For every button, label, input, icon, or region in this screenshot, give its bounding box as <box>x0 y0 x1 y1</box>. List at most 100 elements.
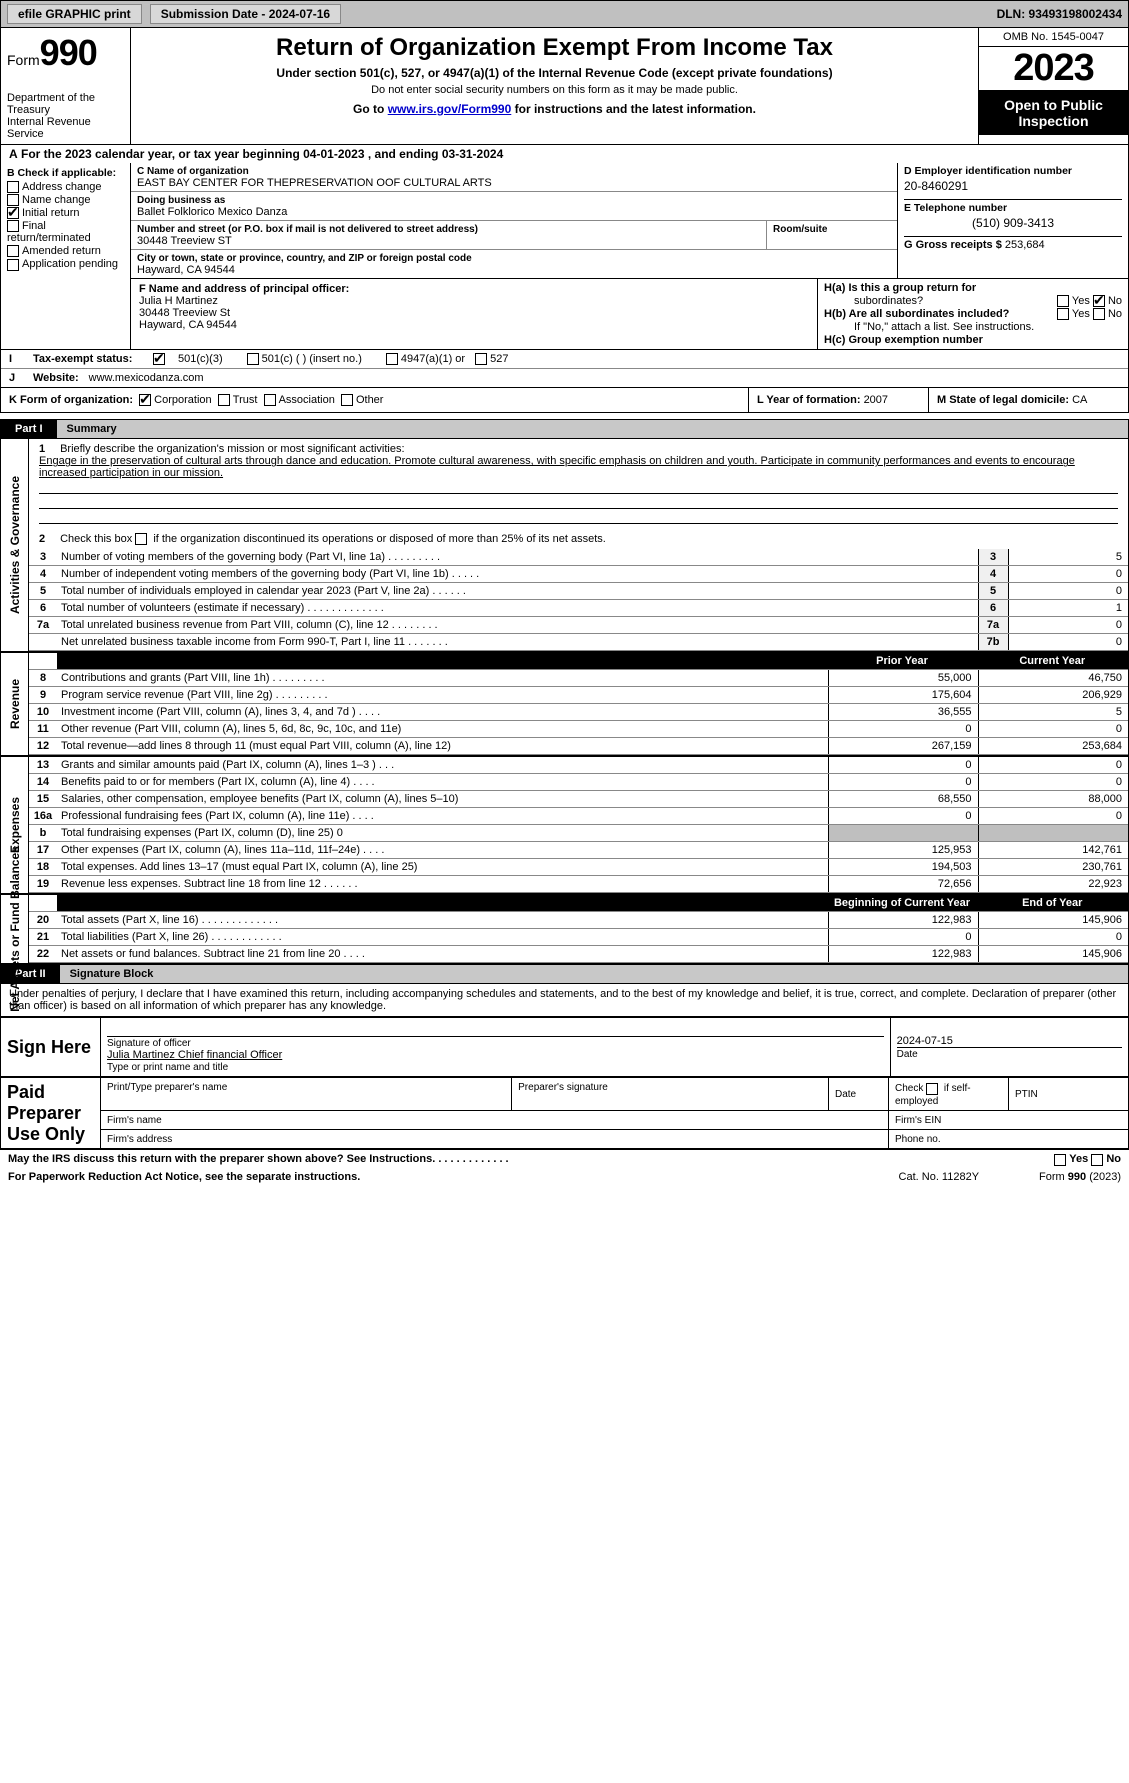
current-year-val: 0 <box>978 808 1128 825</box>
street-address: 30448 Treeview ST <box>137 235 232 247</box>
prior-year-val: 0 <box>828 757 978 774</box>
efile-print-button[interactable]: efile GRAPHIC print <box>7 4 142 24</box>
colb-checkbox[interactable] <box>7 181 19 193</box>
row-num: 14 <box>29 774 57 791</box>
part1-expenses: Expenses 13 Grants and similar amounts p… <box>0 756 1129 894</box>
prior-year-val: 72,656 <box>828 876 978 893</box>
row-val: 0 <box>1008 583 1128 600</box>
preparer-name-field[interactable] <box>107 1093 505 1107</box>
colb-checkbox[interactable] <box>7 207 19 219</box>
officer-signature-line[interactable] <box>107 1021 884 1037</box>
assoc-checkbox[interactable] <box>264 394 276 406</box>
row-num: 9 <box>29 687 57 704</box>
row-text: Investment income (Part VIII, column (A)… <box>57 704 828 721</box>
self-employed-checkbox[interactable] <box>926 1083 938 1095</box>
trust-checkbox[interactable] <box>218 394 230 406</box>
ha-yes-checkbox[interactable] <box>1057 295 1069 307</box>
ha-no-checkbox[interactable] <box>1093 295 1105 307</box>
row-text: Total fundraising expenses (Part IX, col… <box>57 825 828 842</box>
col-k: K Form of organization: Corporation Trus… <box>1 388 748 412</box>
signature-declaration: Under penalties of perjury, I declare th… <box>0 984 1129 1017</box>
colb-item[interactable]: Name change <box>7 194 124 206</box>
row-num: 21 <box>29 929 57 946</box>
q1-block: 1 Briefly describe the organization's mi… <box>29 439 1128 529</box>
hb-yes-checkbox[interactable] <box>1057 308 1069 320</box>
current-year-val: 253,684 <box>978 738 1128 755</box>
row-text: Number of voting members of the governin… <box>57 549 978 566</box>
officer-sig-name: Julia Martinez Chief financial Officer <box>107 1049 282 1061</box>
form-header: Form990 Department of the Treasury Inter… <box>0 28 1129 145</box>
row-num: 18 <box>29 859 57 876</box>
row-text: Revenue less expenses. Subtract line 18 … <box>57 876 828 893</box>
officer-name: Julia H Martinez <box>139 295 218 307</box>
phone-block: E Telephone number (510) 909-3413 <box>904 199 1122 232</box>
preparer-sig-field[interactable] <box>518 1093 822 1107</box>
part1-tab: Part I <box>1 420 57 438</box>
part1-bar: Part I Summary <box>0 419 1129 439</box>
section-bcd: B Check if applicable: Address changeNam… <box>0 163 1129 350</box>
colb-checkbox[interactable] <box>7 220 19 232</box>
sig-date: 2024-07-15 <box>897 1035 1122 1048</box>
current-year-val: 142,761 <box>978 842 1128 859</box>
form-note: Do not enter social security numbers on … <box>139 84 970 96</box>
dba-row: Doing business as Ballet Folklorico Mexi… <box>131 192 897 221</box>
row-num: 5 <box>29 583 57 600</box>
colb-item[interactable]: Final return/terminated <box>7 220 124 244</box>
prior-year-val: 55,000 <box>828 670 978 687</box>
telephone: (510) 909-3413 <box>904 214 1122 232</box>
hb-no-checkbox[interactable] <box>1093 308 1105 320</box>
row-text: Program service revenue (Part VIII, line… <box>57 687 828 704</box>
row-val: 0 <box>1008 566 1128 583</box>
q2-checkbox[interactable] <box>135 533 147 545</box>
row-text: Net assets or fund balances. Subtract li… <box>57 946 828 963</box>
col-cd-wrap: C Name of organization EAST BAY CENTER F… <box>131 163 1128 349</box>
colb-item[interactable]: Address change <box>7 181 124 193</box>
submission-date: Submission Date - 2024-07-16 <box>150 4 341 24</box>
paid-preparer-label: Paid Preparer Use Only <box>1 1078 101 1149</box>
row-num: 22 <box>29 946 57 963</box>
discuss-no-checkbox[interactable] <box>1091 1154 1103 1166</box>
current-year-val: 145,906 <box>978 946 1128 963</box>
row-num: 15 <box>29 791 57 808</box>
tax-year: 2023 <box>979 47 1128 91</box>
row-text: Total number of volunteers (estimate if … <box>57 600 978 617</box>
omb-number: OMB No. 1545-0047 <box>979 28 1128 47</box>
colb-item[interactable]: Amended return <box>7 245 124 257</box>
discuss-yes-checkbox[interactable] <box>1054 1154 1066 1166</box>
row-num: 20 <box>29 912 57 929</box>
c501c3-checkbox[interactable] <box>153 353 165 365</box>
mission-text: Engage in the preservation of cultural a… <box>39 455 1075 479</box>
row-num: 10 <box>29 704 57 721</box>
corp-checkbox[interactable] <box>139 394 151 406</box>
row-fh: F Name and address of principal officer:… <box>131 279 1128 349</box>
prior-year-val: 125,953 <box>828 842 978 859</box>
sign-here-label: Sign Here <box>1 1018 101 1077</box>
row-cd: C Name of organization EAST BAY CENTER F… <box>131 163 1128 279</box>
form-goto: Go to www.irs.gov/Form990 for instructio… <box>139 102 970 116</box>
row-ref: 4 <box>978 566 1008 583</box>
ein: 20-8460291 <box>904 177 1122 195</box>
c4947-checkbox[interactable] <box>386 353 398 365</box>
colb-checkbox[interactable] <box>7 259 19 271</box>
colb-item[interactable]: Initial return <box>7 207 124 219</box>
row-num: 7a <box>29 617 57 634</box>
colb-item[interactable]: Application pending <box>7 258 124 270</box>
irs-link[interactable]: www.irs.gov/Form990 <box>388 102 512 116</box>
other-checkbox[interactable] <box>341 394 353 406</box>
row-text: Contributions and grants (Part VIII, lin… <box>57 670 828 687</box>
q2-block: 2 Check this box if the organization dis… <box>29 529 1128 549</box>
prior-year-val: 36,555 <box>828 704 978 721</box>
row-ref: 5 <box>978 583 1008 600</box>
preparer-table: Paid Preparer Use Only Print/Type prepar… <box>0 1077 1129 1149</box>
city-row: City or town, state or province, country… <box>131 249 897 278</box>
c527-checkbox[interactable] <box>475 353 487 365</box>
row-text: Total liabilities (Part X, line 26) . . … <box>57 929 828 946</box>
row-text: Total expenses. Add lines 13–17 (must eq… <box>57 859 828 876</box>
part1-netassets: Net Assets or Fund Balances Beginning of… <box>0 894 1129 964</box>
colb-checkbox[interactable] <box>7 245 19 257</box>
tax-exempt-line: I Tax-exempt status: 501(c)(3) 501(c) ( … <box>1 350 1128 369</box>
current-year-val: 145,906 <box>978 912 1128 929</box>
prior-year-val: 68,550 <box>828 791 978 808</box>
col-c: C Name of organization EAST BAY CENTER F… <box>131 163 898 278</box>
c501c-checkbox[interactable] <box>247 353 259 365</box>
